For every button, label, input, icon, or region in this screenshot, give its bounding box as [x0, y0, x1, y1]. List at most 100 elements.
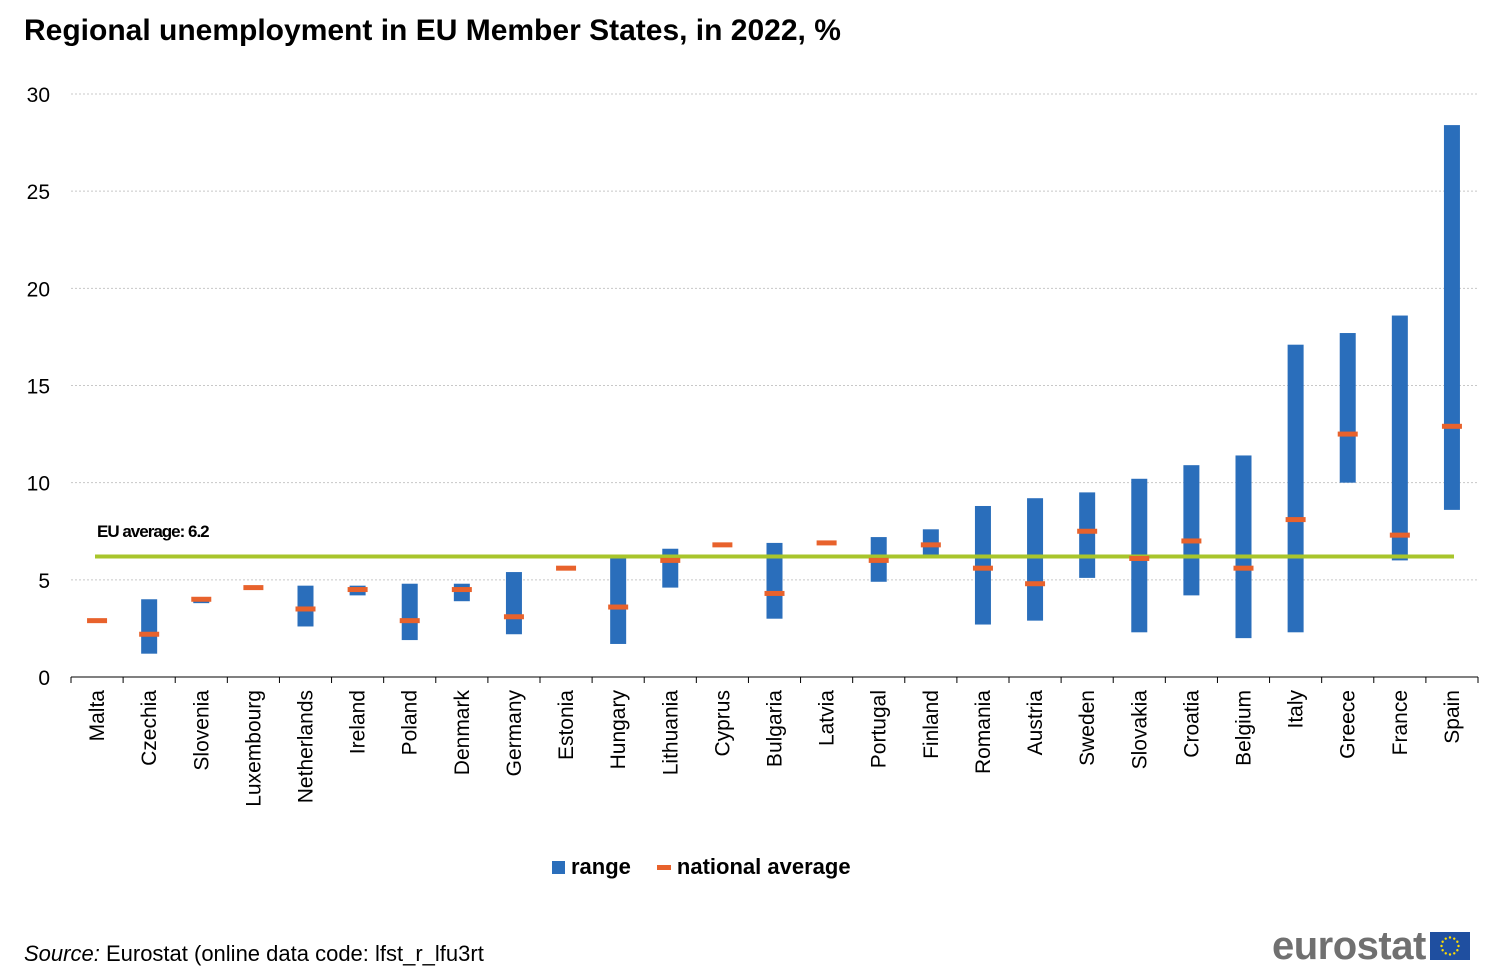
- range-bar: [1079, 492, 1096, 578]
- x-tick-label: Malta: [86, 690, 109, 742]
- flag-star: [1448, 953, 1452, 956]
- flag-star: [1452, 952, 1456, 955]
- range-bar: [1027, 498, 1044, 621]
- flag-star: [1444, 937, 1447, 940]
- eu-average-reference: EU average: 6.2: [95, 522, 1454, 559]
- legend-swatch-range: [552, 860, 565, 874]
- range-bar: [297, 585, 314, 627]
- x-tick-label: Finland: [920, 690, 943, 759]
- national-average-marker: [1025, 581, 1046, 587]
- source-note: Source: Eurostat (online data code: lfst…: [24, 941, 484, 967]
- national-average-marker: [660, 557, 681, 563]
- x-tick-label: Romania: [972, 690, 995, 774]
- national-average-marker: [816, 540, 837, 546]
- y-tick-label: 25: [27, 181, 50, 204]
- x-tick-label: Latvia: [816, 690, 839, 746]
- brand-logo: eurostat: [1272, 926, 1470, 966]
- x-tick-label: Luxembourg: [242, 690, 265, 807]
- range-bar: [1235, 455, 1252, 639]
- eu-average-label: EU average: 6.2: [97, 522, 209, 541]
- x-tick-label: Hungary: [607, 690, 630, 770]
- national-average-markers: [87, 423, 1462, 637]
- x-tick-label: Belgium: [1233, 690, 1256, 766]
- legend-item-average: national average: [656, 854, 851, 880]
- national-average-marker: [295, 606, 316, 612]
- range-bar: [610, 556, 627, 644]
- range-bar: [401, 583, 418, 641]
- x-tick-label: Austria: [1024, 690, 1047, 756]
- flag-star: [1457, 944, 1460, 948]
- national-average-marker: [139, 631, 160, 637]
- national-average-marker: [972, 565, 993, 571]
- flag-star: [1448, 936, 1452, 939]
- x-tick-label: Denmark: [451, 690, 474, 776]
- national-average-marker: [608, 604, 629, 610]
- flag-star: [1441, 949, 1444, 952]
- x-tick-label: Sweden: [1076, 690, 1099, 766]
- national-average-marker: [1077, 528, 1098, 534]
- national-average-marker: [451, 587, 472, 593]
- range-bar: [505, 572, 522, 635]
- national-average-marker: [503, 614, 524, 620]
- x-tick-label: Croatia: [1180, 690, 1203, 758]
- y-tick-label: 20: [27, 278, 50, 301]
- x-tick-label: France: [1389, 690, 1412, 755]
- gridlines: [71, 93, 1478, 581]
- flag-star: [1441, 940, 1444, 943]
- flag-star: [1452, 937, 1456, 940]
- y-tick-label: 15: [27, 376, 50, 399]
- national-average-marker: [87, 618, 108, 624]
- y-tick-label: 10: [27, 473, 50, 496]
- x-tick-label: Estonia: [555, 690, 578, 760]
- range-bar: [1287, 344, 1304, 633]
- x-axis-labels: Malta Czechia Slovenia Luxembourg Netherland…: [86, 690, 1464, 807]
- source-text: Eurostat (online data code: lfst_r_lfu3r…: [105, 941, 484, 966]
- national-average-marker: [1285, 517, 1306, 523]
- x-tick-label: Greece: [1337, 690, 1360, 759]
- range-bar: [1391, 315, 1408, 561]
- national-average-marker: [920, 542, 941, 548]
- national-average-marker: [399, 618, 420, 624]
- national-average-marker: [347, 587, 368, 593]
- flag-star: [1444, 952, 1447, 955]
- brand-text: eurostat: [1272, 924, 1426, 968]
- legend-label-range: range: [571, 854, 631, 879]
- range-bars: [141, 125, 1460, 654]
- eu-flag-icon: [1429, 932, 1470, 960]
- y-tick-label: 0: [38, 667, 50, 690]
- legend: range national average: [552, 854, 877, 880]
- range-bar: [141, 599, 158, 654]
- x-tick-label: Netherlands: [295, 690, 318, 803]
- x-tick-label: Poland: [399, 690, 422, 755]
- x-tick-label: Slovenia: [190, 690, 213, 771]
- y-tick-label: 30: [27, 84, 50, 107]
- x-tick-label: Czechia: [138, 690, 161, 766]
- national-average-marker: [1441, 423, 1462, 429]
- x-tick-label: Ireland: [347, 690, 370, 754]
- x-tick-label: Slovakia: [1128, 690, 1151, 770]
- x-tick-label: Lithuania: [659, 690, 682, 776]
- legend-label-average: national average: [676, 854, 851, 879]
- chart-title: Regional unemployment in EU Member State…: [24, 14, 841, 47]
- x-tick-label: Portugal: [868, 690, 891, 768]
- x-axis: [70, 676, 1479, 683]
- range-bar: [453, 583, 470, 602]
- range-bar: [1183, 465, 1200, 596]
- y-axis-ticks: 0 5 10 15 20 25 30: [27, 84, 50, 690]
- legend-item-range: range: [552, 854, 631, 880]
- x-tick-label: Cyprus: [711, 690, 734, 757]
- source-label: Source:: [24, 941, 100, 966]
- range-bar: [1443, 125, 1460, 510]
- x-tick-label: Bulgaria: [764, 690, 787, 767]
- x-tick-label: Spain: [1441, 690, 1464, 744]
- national-average-marker: [764, 590, 785, 596]
- x-tick-label: Germany: [503, 690, 526, 777]
- national-average-marker: [712, 542, 733, 548]
- x-tick-label: Italy: [1285, 690, 1308, 729]
- national-average-marker: [868, 557, 889, 563]
- national-average-marker: [1129, 555, 1150, 561]
- flag-star: [1440, 944, 1443, 948]
- y-tick-label: 5: [38, 570, 50, 593]
- national-average-marker: [1389, 532, 1410, 538]
